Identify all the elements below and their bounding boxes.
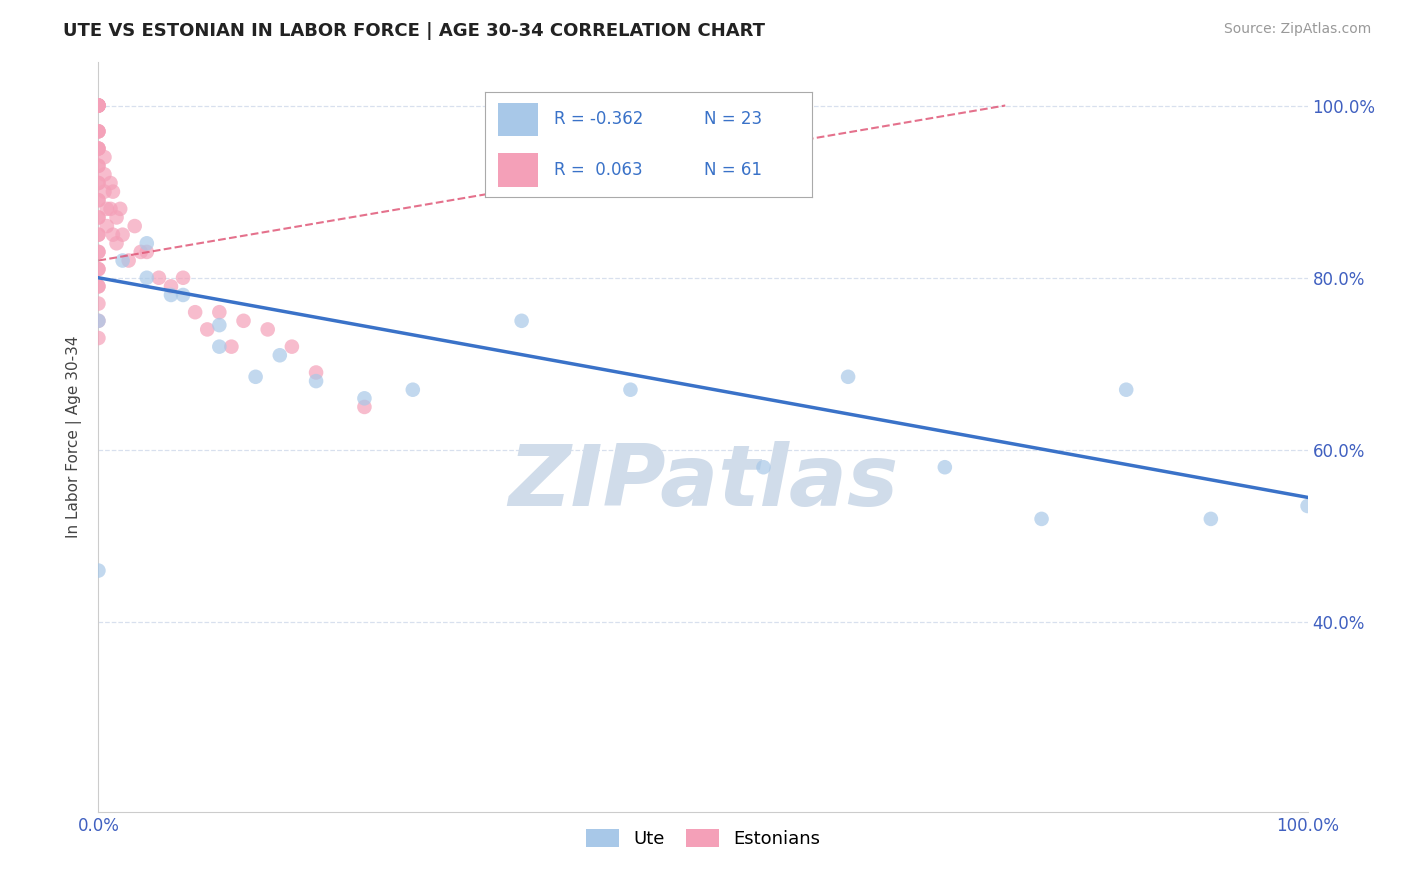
Point xyxy=(87,124,110,138)
Point xyxy=(124,219,146,233)
Point xyxy=(160,279,183,293)
Point xyxy=(87,124,110,138)
Point xyxy=(402,383,425,397)
Point xyxy=(108,202,131,216)
Point xyxy=(87,314,110,328)
Point xyxy=(269,348,291,362)
Point xyxy=(96,219,118,233)
Point xyxy=(184,305,207,319)
Point xyxy=(100,202,122,216)
Point xyxy=(135,270,157,285)
Point xyxy=(87,98,110,112)
Point xyxy=(87,244,110,259)
Point xyxy=(87,142,110,156)
Point xyxy=(87,142,110,156)
Point xyxy=(934,460,956,475)
Point xyxy=(160,288,183,302)
Point xyxy=(87,244,110,259)
Point xyxy=(87,262,110,277)
Text: UTE VS ESTONIAN IN LABOR FORCE | AGE 30-34 CORRELATION CHART: UTE VS ESTONIAN IN LABOR FORCE | AGE 30-… xyxy=(63,22,765,40)
Point xyxy=(87,262,110,277)
Point xyxy=(87,159,110,173)
Point xyxy=(1115,383,1137,397)
Point xyxy=(305,374,328,388)
Point xyxy=(281,340,304,354)
Point xyxy=(87,159,110,173)
Point xyxy=(87,98,110,112)
Point xyxy=(129,244,152,259)
Point xyxy=(101,185,124,199)
Point xyxy=(87,98,110,112)
Point xyxy=(118,253,141,268)
Point xyxy=(96,202,118,216)
Point xyxy=(87,193,110,207)
Point xyxy=(87,98,110,112)
Point xyxy=(101,227,124,242)
Point xyxy=(93,150,115,164)
Point xyxy=(1296,499,1319,513)
Point xyxy=(100,176,122,190)
Point xyxy=(87,98,110,112)
Point xyxy=(87,176,110,190)
Point xyxy=(305,366,328,380)
Point xyxy=(87,211,110,225)
Point xyxy=(245,369,267,384)
Point xyxy=(87,98,110,112)
Point xyxy=(752,460,775,475)
Point xyxy=(619,383,641,397)
Point xyxy=(208,318,231,332)
Point xyxy=(135,244,157,259)
Point xyxy=(87,227,110,242)
Point xyxy=(87,564,110,578)
Point xyxy=(195,322,218,336)
Point xyxy=(87,331,110,345)
Point xyxy=(353,400,375,414)
Text: ZIPatlas: ZIPatlas xyxy=(508,441,898,524)
Point xyxy=(1031,512,1053,526)
Point xyxy=(105,236,128,251)
Text: Source: ZipAtlas.com: Source: ZipAtlas.com xyxy=(1223,22,1371,37)
Point xyxy=(87,279,110,293)
Point xyxy=(87,176,110,190)
Point xyxy=(87,314,110,328)
Point xyxy=(87,193,110,207)
Point xyxy=(87,279,110,293)
Point xyxy=(837,369,859,384)
Point xyxy=(93,168,115,182)
Legend: Ute, Estonians: Ute, Estonians xyxy=(579,822,827,855)
Point xyxy=(87,227,110,242)
Point xyxy=(111,227,134,242)
Y-axis label: In Labor Force | Age 30-34: In Labor Force | Age 30-34 xyxy=(66,335,83,539)
Point xyxy=(256,322,278,336)
Point xyxy=(87,142,110,156)
Point xyxy=(353,392,375,406)
Point xyxy=(172,288,194,302)
Point xyxy=(135,236,157,251)
Point xyxy=(510,314,533,328)
Point xyxy=(93,185,115,199)
Point xyxy=(1199,512,1222,526)
Point xyxy=(172,270,194,285)
Point xyxy=(148,270,170,285)
Point xyxy=(111,253,134,268)
Point xyxy=(87,211,110,225)
Point xyxy=(208,305,231,319)
Point xyxy=(208,340,231,354)
Point xyxy=(221,340,243,354)
Point xyxy=(105,211,128,225)
Point xyxy=(87,98,110,112)
Point xyxy=(87,296,110,310)
Point xyxy=(232,314,254,328)
Point xyxy=(87,124,110,138)
